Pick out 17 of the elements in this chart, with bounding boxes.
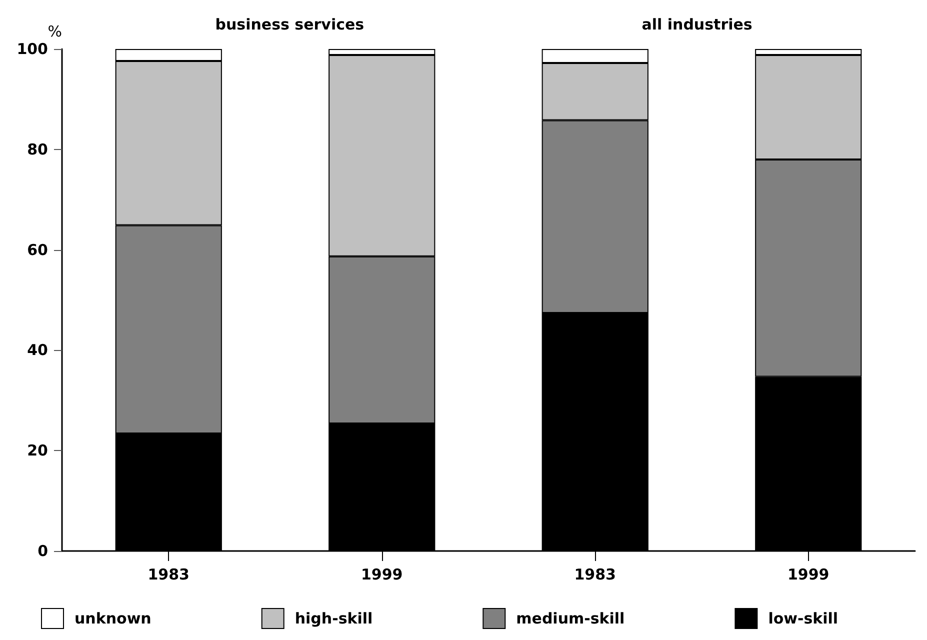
x-tick-label: 1983: [148, 566, 190, 584]
y-axis-title: %: [48, 22, 62, 40]
x-tick-label: 1983: [574, 566, 616, 584]
y-tick-label: 80: [27, 140, 48, 158]
text: business services: [215, 16, 364, 34]
y-tick-label: 40: [27, 341, 48, 360]
text: all industries: [642, 16, 752, 34]
x-tick-label: 1999: [361, 566, 403, 584]
y-tick-label: 60: [27, 240, 48, 259]
legend-label: high-skill: [294, 610, 373, 628]
y-tick-label: 100: [16, 40, 48, 58]
y-tick-label: 20: [27, 442, 48, 460]
legend-label: unknown: [74, 610, 152, 628]
legend-label: medium-skill: [516, 610, 625, 628]
x-tick-label: 1999: [788, 566, 830, 584]
legend-label: low-skill: [768, 610, 838, 628]
y-tick-label: 0: [38, 542, 48, 560]
